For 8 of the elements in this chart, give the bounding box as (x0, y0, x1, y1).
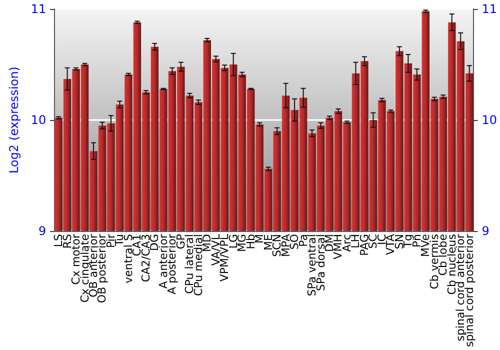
y2-tick-label: 10 (482, 113, 498, 128)
y-tick-label: 10 (30, 113, 46, 128)
y-tick-label: 11 (30, 2, 46, 16)
x-tick-label: A posterior (166, 234, 179, 294)
y-axis-title: Log2 (expression) (7, 66, 21, 174)
y2-tick-label: 9 (482, 224, 490, 238)
y2-tick-label: 11 (482, 2, 498, 16)
y-tick-label: 9 (38, 224, 46, 238)
